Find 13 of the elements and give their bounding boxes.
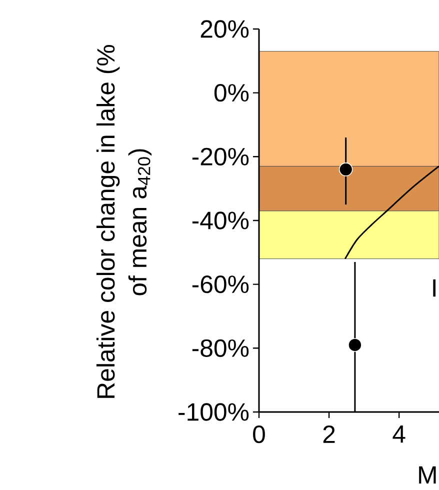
x-tick-label: 2 [323,426,335,443]
y-tick-label: -80% [192,339,249,357]
x-axis-title: M [419,466,436,484]
x-tick-label: 0 [253,426,265,444]
y-tick-label: -100% [178,403,249,421]
line-series [344,165,439,260]
y-tick-label: 0% [214,84,249,102]
annotation: I [433,279,436,297]
y-tick-label: -40% [192,212,249,230]
y-tick-label: 20% [200,20,249,38]
y-tick-label: -60% [192,276,249,294]
x-tick-label: 4 [392,426,406,443]
y-tick-label: -20% [192,148,249,166]
